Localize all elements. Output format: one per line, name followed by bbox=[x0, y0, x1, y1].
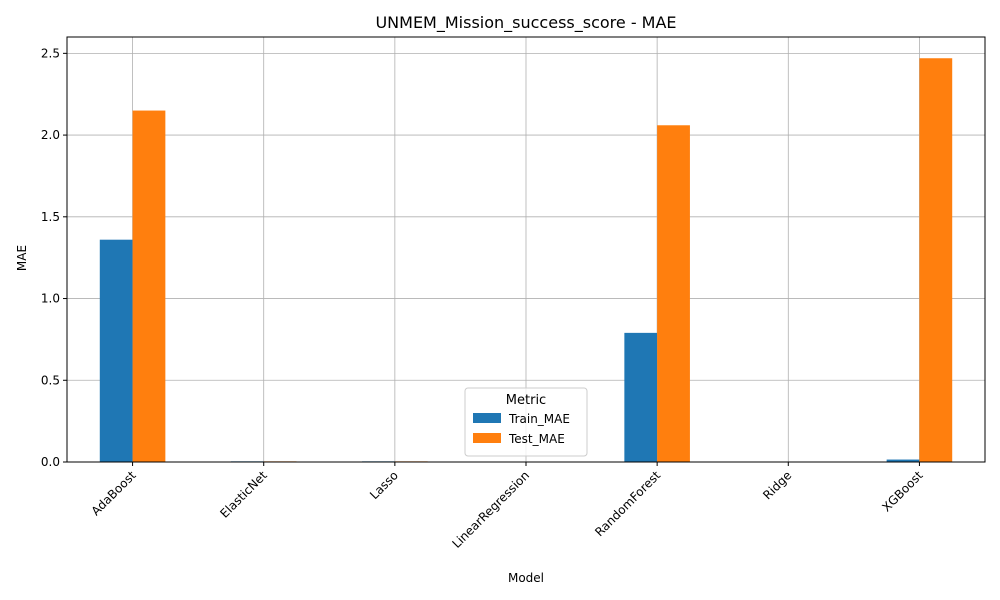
legend-swatch bbox=[473, 433, 501, 443]
x-tick-label: Lasso bbox=[367, 468, 401, 502]
bar-train-mae bbox=[99, 239, 133, 462]
x-tick-label: ElasticNet bbox=[217, 468, 270, 521]
y-tick-label: 2.5 bbox=[41, 46, 60, 60]
y-axis-label: MAE bbox=[15, 245, 29, 271]
bar-test-mae bbox=[657, 125, 690, 463]
bar-test-mae bbox=[919, 58, 953, 462]
legend-entry-label: Train_MAE bbox=[508, 412, 570, 426]
bar-train-mae bbox=[624, 332, 658, 462]
legend-title: Metric bbox=[506, 393, 546, 408]
bars bbox=[99, 58, 953, 463]
x-tick-label: Ridge bbox=[760, 468, 794, 502]
legend: Metric Train_MAE Test_MAE bbox=[464, 387, 588, 457]
x-tick-label: RandomForest bbox=[592, 468, 663, 539]
bar-test-mae bbox=[132, 110, 166, 463]
x-tick-label: XGBoost bbox=[879, 468, 925, 514]
y-tick-label: 0.0 bbox=[41, 455, 60, 469]
x-tick-label: AdaBoost bbox=[89, 468, 139, 518]
legend-swatch bbox=[473, 413, 501, 423]
x-axis-label: Model bbox=[508, 571, 544, 585]
y-tick-label: 2.0 bbox=[41, 128, 60, 142]
bar-train-mae bbox=[886, 459, 920, 462]
y-tick-label: 0.5 bbox=[41, 373, 60, 387]
y-tick-label: 1.5 bbox=[41, 210, 60, 224]
chart-title: UNMEM_Mission_success_score - MAE bbox=[375, 13, 676, 33]
legend-entry-label: Test_MAE bbox=[508, 432, 565, 446]
y-tick-label: 1.0 bbox=[41, 292, 60, 306]
x-tick-label: LinearRegression bbox=[449, 468, 532, 551]
